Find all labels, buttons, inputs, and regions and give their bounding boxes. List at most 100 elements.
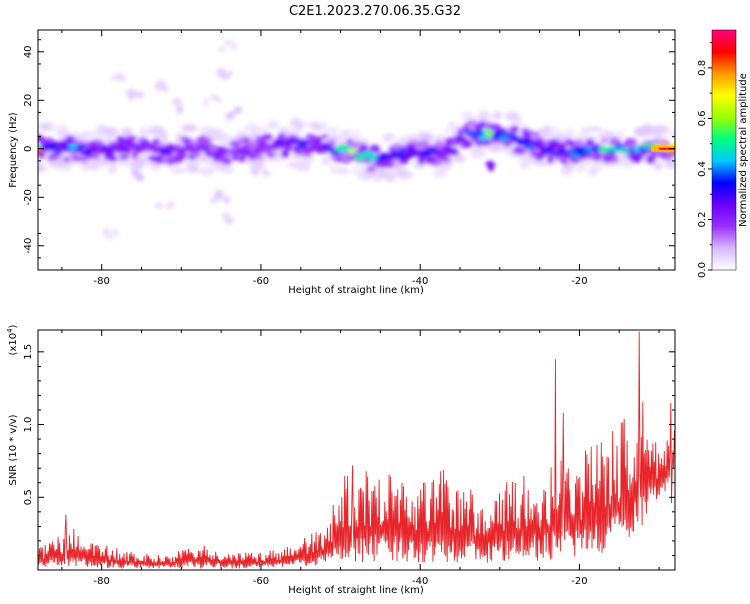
heatmap-x-tick-label: -20: [571, 276, 587, 287]
heatmap-halo: [279, 127, 290, 135]
heatmap-band: [234, 139, 243, 145]
snr-x-tick-label: -20: [571, 576, 587, 587]
heatmap-outlier: [171, 98, 182, 105]
heatmap-halo: [53, 124, 69, 136]
heatmap-halo: [563, 128, 575, 139]
colorbar-gradient: [711, 29, 737, 271]
heatmap-halo: [105, 127, 119, 139]
heatmap-core: [104, 149, 115, 155]
heatmap-band: [71, 155, 83, 162]
heatmap-band: [665, 154, 673, 161]
heatmap-band: [175, 151, 187, 160]
heatmap-band: [509, 125, 520, 133]
heatmap-core: [53, 148, 63, 154]
heatmap-outlier: [215, 97, 222, 103]
snr-x-ticks: -80 -60 -40 -20: [61, 330, 660, 587]
heatmap-band: [573, 139, 585, 146]
heatmap-outlier: [131, 169, 140, 177]
colorbar-label: Normalized spectral amplitude: [738, 73, 749, 227]
heatmap-core: [408, 146, 417, 153]
snr-y-tick-label: 1.0: [23, 417, 34, 433]
heatmap-halo: [667, 129, 675, 139]
heatmap-y-tick-label: 0: [23, 146, 34, 152]
heatmap-outlier: [210, 94, 219, 100]
heatmap-y-tick-label: 40: [23, 45, 34, 58]
heatmap-band: [152, 138, 160, 145]
heatmap-band: [43, 137, 55, 143]
heatmap-halo: [318, 121, 328, 131]
heatmap-halo: [477, 110, 490, 121]
heatmap-halo: [41, 121, 55, 132]
heatmap-core: [113, 143, 123, 150]
heatmap-band: [466, 119, 478, 127]
heatmap-halo: [582, 126, 591, 134]
heatmap-band: [281, 149, 290, 158]
heatmap-outlier: [229, 111, 236, 117]
heatmap-halo: [321, 155, 331, 166]
snr-x-tick-label: -80: [94, 576, 110, 587]
heatmap-halo: [653, 162, 663, 171]
heatmap-band: [523, 130, 535, 136]
heatmap-y-tick-label: -40: [23, 238, 34, 254]
heatmap-band: [80, 155, 89, 163]
figure-title: C2E1.2023.270.06.35.G32: [289, 4, 461, 19]
snr-x-label: Height of straight line (km): [288, 585, 424, 596]
snr-y-tick-label: 0.5: [23, 489, 34, 505]
heatmap-halo: [117, 157, 128, 166]
heatmap-band: [342, 153, 350, 162]
heatmap-core: [460, 136, 468, 144]
heatmap-halo: [170, 166, 186, 174]
heatmap-outlier: [134, 91, 145, 98]
heatmap-core: [475, 129, 485, 136]
heatmap-halo: [493, 110, 503, 119]
heatmap-band: [131, 151, 138, 160]
heatmap-core: [200, 145, 210, 152]
heatmap-core: [517, 138, 531, 143]
colorbar-tick-label: 0.4: [697, 161, 708, 177]
heatmap-band: [267, 152, 275, 157]
heatmap-outlier: [203, 98, 208, 107]
heatmap-halo: [148, 163, 163, 170]
heatmap-outlier: [224, 195, 230, 204]
heatmap-band: [312, 136, 323, 145]
heatmap-halo: [135, 154, 152, 166]
heatmap-band: [90, 153, 100, 159]
heatmap-outlier: [154, 202, 163, 209]
heatmap-halo: [382, 133, 394, 144]
heatmap-outlier: [218, 46, 226, 52]
heatmap-halo: [38, 165, 48, 173]
heatmap-band: [261, 133, 273, 141]
heatmap-halo: [185, 165, 200, 174]
heatmap-core: [279, 142, 291, 149]
heatmap-halo: [339, 166, 350, 175]
heatmap-band: [411, 140, 418, 148]
heatmap-band: [125, 135, 137, 142]
heatmap-core: [128, 142, 140, 147]
heatmap-halo: [621, 159, 635, 169]
heatmap-outlier: [222, 212, 230, 219]
heatmap-band: [65, 135, 76, 144]
heatmap-band: [200, 138, 213, 144]
heatmap-halo: [593, 160, 603, 173]
heatmap-halo: [199, 166, 215, 176]
heatmap-outlier: [214, 190, 224, 200]
heatmap-band: [245, 151, 254, 156]
heatmap-core: [446, 147, 458, 152]
heatmap-outlier: [233, 106, 243, 115]
heatmap-outlier: [250, 167, 260, 176]
heatmap-core: [38, 147, 42, 155]
heatmap-core: [394, 149, 407, 155]
heatmap-core: [43, 145, 57, 152]
snr-multiplier-close: ): [8, 324, 19, 328]
heatmap-halo: [510, 118, 525, 125]
heatmap-core: [606, 150, 617, 155]
heatmap-core: [253, 146, 261, 153]
heatmap-core: [77, 144, 87, 150]
colorbar: 0.0 0.2 0.4 0.6 0.8 Normalized spectral ampl…: [697, 29, 749, 278]
heatmap-outlier: [178, 104, 184, 111]
heatmap-core: [224, 152, 234, 158]
heatmap-layer: [38, 39, 675, 240]
heatmap-band: [389, 160, 397, 166]
heatmap-band: [109, 155, 118, 162]
